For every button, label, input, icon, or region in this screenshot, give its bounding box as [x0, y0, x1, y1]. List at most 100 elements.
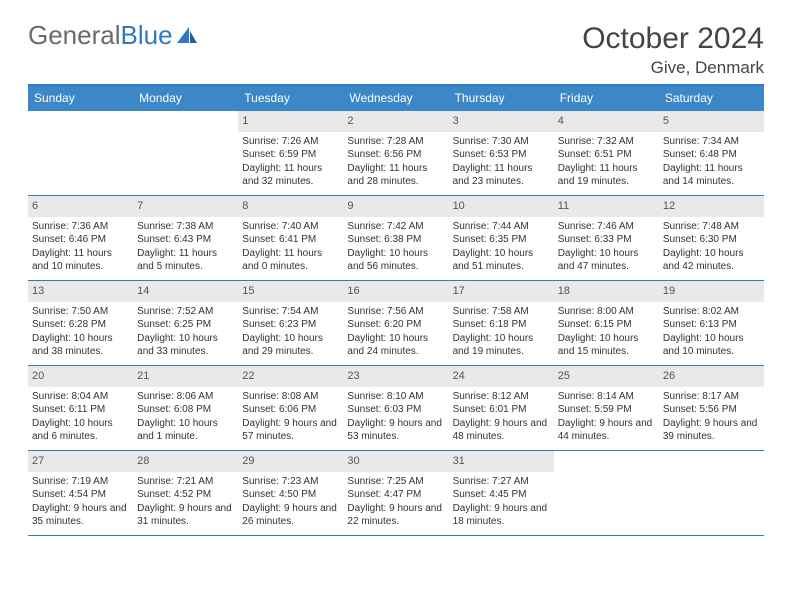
day-number: 21 [133, 366, 238, 387]
day-cell: 5 Sunrise: 7:34 AM Sunset: 6:48 PM Daylig… [659, 111, 764, 195]
day-details: Sunrise: 8:12 AM Sunset: 6:01 PM Dayligh… [453, 390, 550, 444]
day-details: Sunrise: 7:38 AM Sunset: 6:43 PM Dayligh… [137, 220, 234, 274]
day-cell: 10 Sunrise: 7:44 AM Sunset: 6:35 PM Dayli… [449, 196, 554, 280]
dow-tuesday: Tuesday [238, 86, 343, 111]
day-number: 16 [343, 281, 448, 302]
day-number: 22 [238, 366, 343, 387]
day-number: 10 [449, 196, 554, 217]
day-cell: 30Sunrise: 7:25 AM Sunset: 4:47 PM Dayli… [343, 451, 448, 535]
day-cell: 3 Sunrise: 7:30 AM Sunset: 6:53 PM Daylig… [449, 111, 554, 195]
weeks-container: 1 Sunrise: 7:26 AM Sunset: 6:59 PM Daylig… [28, 111, 764, 536]
day-number: 14 [133, 281, 238, 302]
day-details: Sunrise: 7:44 AM Sunset: 6:35 PM Dayligh… [453, 220, 550, 274]
day-cell: 20Sunrise: 8:04 AM Sunset: 6:11 PM Dayli… [28, 366, 133, 450]
day-details: Sunrise: 7:50 AM Sunset: 6:28 PM Dayligh… [32, 305, 129, 359]
day-details: Sunrise: 8:06 AM Sunset: 6:08 PM Dayligh… [137, 390, 234, 444]
dow-thursday: Thursday [449, 86, 554, 111]
day-details: Sunrise: 7:26 AM Sunset: 6:59 PM Dayligh… [242, 135, 339, 189]
day-cell: 1 Sunrise: 7:26 AM Sunset: 6:59 PM Daylig… [238, 111, 343, 195]
day-cell [554, 451, 659, 535]
day-number: 17 [449, 281, 554, 302]
day-number: 11 [554, 196, 659, 217]
day-details: Sunrise: 7:32 AM Sunset: 6:51 PM Dayligh… [558, 135, 655, 189]
week-row: 1 Sunrise: 7:26 AM Sunset: 6:59 PM Daylig… [28, 111, 764, 196]
day-cell: 27 Sunrise: 7:19 AM Sunset: 4:54 PM Dayli… [28, 451, 133, 535]
day-number: 28 [133, 451, 238, 472]
day-cell: 23Sunrise: 8:10 AM Sunset: 6:03 PM Dayli… [343, 366, 448, 450]
day-cell: 25 Sunrise: 8:14 AM Sunset: 5:59 PM Dayli… [554, 366, 659, 450]
day-number: 4 [554, 111, 659, 132]
day-details: Sunrise: 8:04 AM Sunset: 6:11 PM Dayligh… [32, 390, 129, 444]
day-cell: 26Sunrise: 8:17 AM Sunset: 5:56 PM Dayli… [659, 366, 764, 450]
week-row: 27 Sunrise: 7:19 AM Sunset: 4:54 PM Dayli… [28, 451, 764, 536]
day-details: Sunrise: 7:21 AM Sunset: 4:52 PM Dayligh… [137, 475, 234, 529]
day-number: 6 [28, 196, 133, 217]
calendar-grid: Sunday Monday Tuesday Wednesday Thursday… [28, 84, 764, 536]
title-block: October 2024 Give, Denmark [582, 22, 764, 78]
dow-monday: Monday [133, 86, 238, 111]
day-cell: 21 Sunrise: 8:06 AM Sunset: 6:08 PM Dayli… [133, 366, 238, 450]
day-cell [28, 111, 133, 195]
day-cell: 2Sunrise: 7:28 AM Sunset: 6:56 PM Daylig… [343, 111, 448, 195]
day-details: Sunrise: 7:42 AM Sunset: 6:38 PM Dayligh… [347, 220, 444, 274]
day-details: Sunrise: 8:10 AM Sunset: 6:03 PM Dayligh… [347, 390, 444, 444]
dow-saturday: Saturday [659, 86, 764, 111]
day-cell: 9 Sunrise: 7:42 AM Sunset: 6:38 PM Daylig… [343, 196, 448, 280]
day-number: 13 [28, 281, 133, 302]
day-details: Sunrise: 7:34 AM Sunset: 6:48 PM Dayligh… [663, 135, 760, 189]
day-cell: 18 Sunrise: 8:00 AM Sunset: 6:15 PM Dayli… [554, 281, 659, 365]
day-number [133, 111, 238, 132]
day-details: Sunrise: 7:19 AM Sunset: 4:54 PM Dayligh… [32, 475, 129, 529]
day-number: 3 [449, 111, 554, 132]
day-details: Sunrise: 8:00 AM Sunset: 6:15 PM Dayligh… [558, 305, 655, 359]
day-cell: 15Sunrise: 7:54 AM Sunset: 6:23 PM Dayli… [238, 281, 343, 365]
week-row: 20Sunrise: 8:04 AM Sunset: 6:11 PM Dayli… [28, 366, 764, 451]
day-details: Sunrise: 7:30 AM Sunset: 6:53 PM Dayligh… [453, 135, 550, 189]
day-details: Sunrise: 7:52 AM Sunset: 6:25 PM Dayligh… [137, 305, 234, 359]
day-number: 7 [133, 196, 238, 217]
day-details: Sunrise: 7:27 AM Sunset: 4:45 PM Dayligh… [453, 475, 550, 529]
day-number [659, 451, 764, 472]
day-details: Sunrise: 7:23 AM Sunset: 4:50 PM Dayligh… [242, 475, 339, 529]
dow-sunday: Sunday [28, 86, 133, 111]
brand-sail-icon [175, 25, 199, 45]
brand-logo: GeneralBlue [28, 22, 199, 48]
day-cell: 14 Sunrise: 7:52 AM Sunset: 6:25 PM Dayli… [133, 281, 238, 365]
day-number: 24 [449, 366, 554, 387]
brand-part2: Blue [121, 22, 173, 48]
day-of-week-row: Sunday Monday Tuesday Wednesday Thursday… [28, 86, 764, 111]
day-number: 8 [238, 196, 343, 217]
day-number: 15 [238, 281, 343, 302]
day-number: 18 [554, 281, 659, 302]
day-details: Sunrise: 7:58 AM Sunset: 6:18 PM Dayligh… [453, 305, 550, 359]
day-number: 1 [238, 111, 343, 132]
day-number: 31 [449, 451, 554, 472]
day-details: Sunrise: 8:08 AM Sunset: 6:06 PM Dayligh… [242, 390, 339, 444]
day-cell: 31 Sunrise: 7:27 AM Sunset: 4:45 PM Dayli… [449, 451, 554, 535]
day-cell: 13 Sunrise: 7:50 AM Sunset: 6:28 PM Dayli… [28, 281, 133, 365]
day-cell: 24 Sunrise: 8:12 AM Sunset: 6:01 PM Dayli… [449, 366, 554, 450]
header: GeneralBlue October 2024 Give, Denmark [28, 22, 764, 78]
location-label: Give, Denmark [582, 58, 764, 78]
day-number: 5 [659, 111, 764, 132]
day-cell: 8Sunrise: 7:40 AM Sunset: 6:41 PM Daylig… [238, 196, 343, 280]
day-details: Sunrise: 8:17 AM Sunset: 5:56 PM Dayligh… [663, 390, 760, 444]
brand-part1: General [28, 22, 121, 48]
day-cell: 6 Sunrise: 7:36 AM Sunset: 6:46 PM Daylig… [28, 196, 133, 280]
week-row: 13 Sunrise: 7:50 AM Sunset: 6:28 PM Dayli… [28, 281, 764, 366]
day-details: Sunrise: 8:14 AM Sunset: 5:59 PM Dayligh… [558, 390, 655, 444]
dow-wednesday: Wednesday [343, 86, 448, 111]
day-number: 27 [28, 451, 133, 472]
day-number: 29 [238, 451, 343, 472]
day-number: 2 [343, 111, 448, 132]
day-number: 9 [343, 196, 448, 217]
day-number [28, 111, 133, 132]
day-number: 25 [554, 366, 659, 387]
day-details: Sunrise: 7:36 AM Sunset: 6:46 PM Dayligh… [32, 220, 129, 274]
day-details: Sunrise: 7:46 AM Sunset: 6:33 PM Dayligh… [558, 220, 655, 274]
day-cell: 17 Sunrise: 7:58 AM Sunset: 6:18 PM Dayli… [449, 281, 554, 365]
day-details: Sunrise: 7:25 AM Sunset: 4:47 PM Dayligh… [347, 475, 444, 529]
calendar-page: GeneralBlue October 2024 Give, Denmark S… [0, 0, 792, 536]
day-number: 19 [659, 281, 764, 302]
day-cell: 16Sunrise: 7:56 AM Sunset: 6:20 PM Dayli… [343, 281, 448, 365]
